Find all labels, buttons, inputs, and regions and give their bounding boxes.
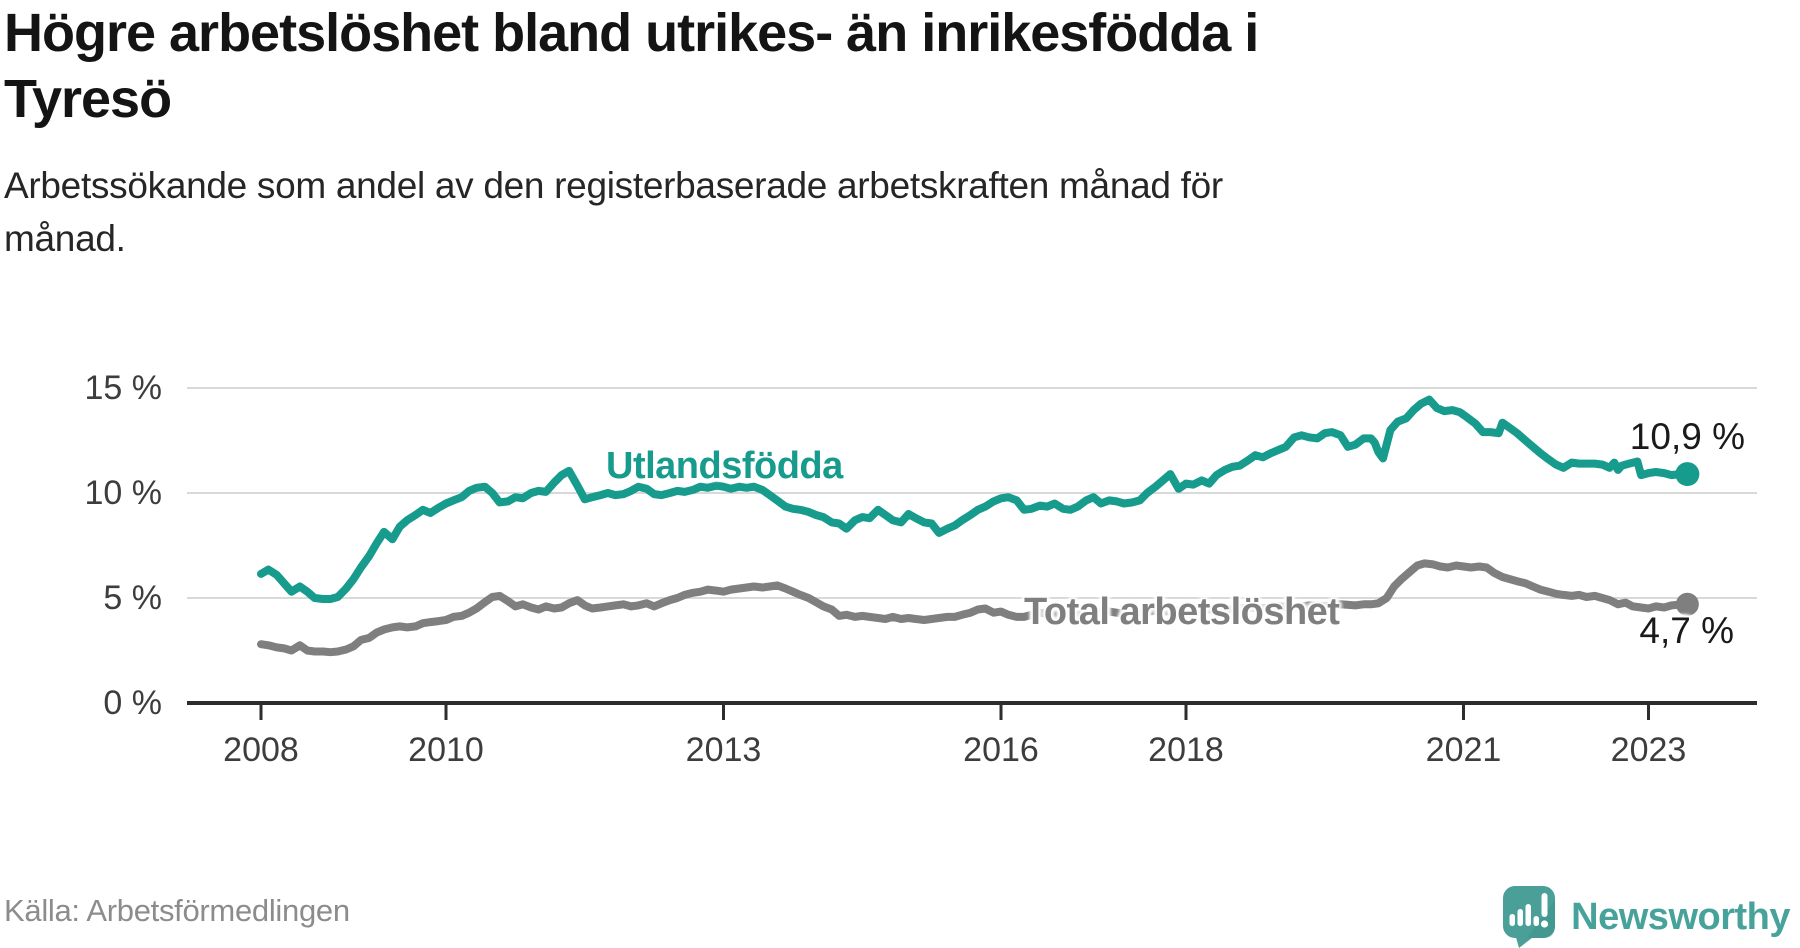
value-label-utlandsfodda: 10,9 % (1629, 416, 1745, 457)
newsworthy-logo: Newsworthy (1503, 886, 1790, 948)
x-tick-label: 2021 (1425, 731, 1502, 769)
x-tick-label: 2013 (685, 731, 762, 769)
x-tick-label: 2010 (408, 731, 484, 769)
line-series-total-arbetsloshet (257, 559, 1692, 657)
line-series-utlandsfodda (257, 395, 1692, 603)
y-tick-label: 15 % (84, 369, 163, 407)
source-credit: Källa: Arbetsförmedlingen (4, 893, 350, 928)
series-label-total-arbetsloshet: Total arbetslöshet (1024, 591, 1340, 633)
newsworthy-chart-bubble-icon (1503, 886, 1556, 948)
y-tick-label: 5 % (103, 579, 162, 617)
page-title: Högre arbetslöshet bland utrikes- än inr… (4, 3, 1259, 129)
series-label-utlandsfodda: Utlandsfödda (606, 445, 843, 487)
x-tick-label: 2023 (1610, 731, 1687, 769)
end-dot-utlandsfodda (1675, 462, 1700, 487)
page-subtitle: Arbetssökande som andel av den registerb… (4, 165, 1223, 259)
value-label-total-arbetsloshet: 4,7 % (1639, 610, 1734, 651)
x-tick-label: 2018 (1148, 731, 1224, 769)
x-tick-label: 2008 (223, 731, 299, 769)
end-dot-total-arbetsloshet (1675, 592, 1699, 616)
x-tick-label: 2016 (963, 731, 1039, 769)
y-tick-label: 0 % (103, 684, 162, 722)
newsworthy-wordmark: Newsworthy (1571, 896, 1790, 938)
y-tick-label: 10 % (84, 474, 163, 512)
